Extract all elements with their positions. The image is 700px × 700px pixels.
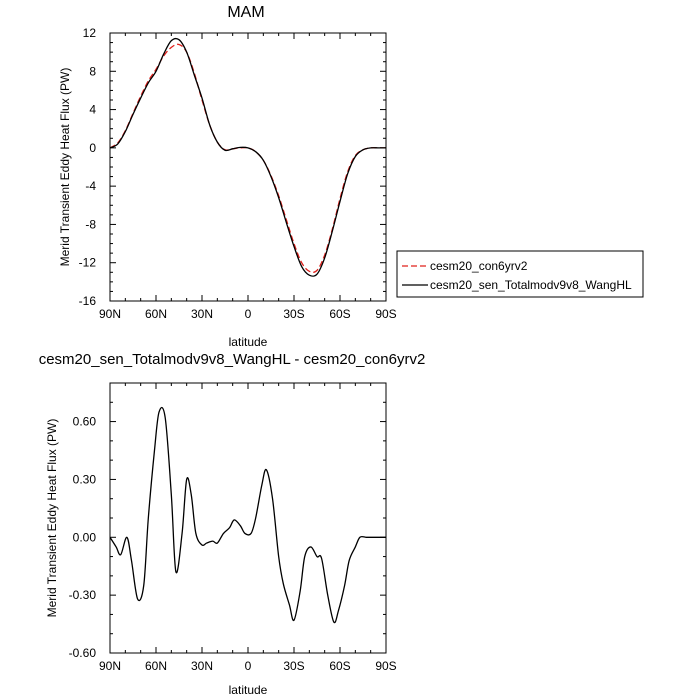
y-tick-label: 0.00 <box>73 530 97 544</box>
x-tick-label: 90S <box>375 307 396 321</box>
axes: 90N 60N 30N 0 30S 60S 90S 12 8 4 0 -4 -8 -12 -16 <box>79 26 397 321</box>
x-tick-label: 60S <box>329 659 350 673</box>
top-panel: MAM 90N 60N 30N 0 30S 60S 90S 12 8 4 0 -4 -8 -12 -16 l… <box>58 4 397 349</box>
x-tick-label: 60N <box>145 307 167 321</box>
series-line-0 <box>109 43 386 273</box>
bottom-panel: cesm20_sen_Totalmodv9v8_WangHL - cesm20_… <box>39 351 426 697</box>
y-tick-label: -4 <box>85 179 96 193</box>
chart-title: cesm20_sen_Totalmodv9v8_WangHL - cesm20_… <box>39 351 426 368</box>
legend-label-con: cesm20_con6yrv2 <box>430 259 528 273</box>
y-tick-label: -16 <box>79 294 97 308</box>
x-tick-label: 60N <box>145 659 167 673</box>
y-tick-label: 4 <box>89 103 96 117</box>
plot-frame <box>109 382 387 654</box>
y-tick-label: -0.60 <box>69 646 97 660</box>
series-line-1 <box>109 37 386 277</box>
x-tick-label: 90S <box>375 659 396 673</box>
x-tick-label: 30N <box>191 659 213 673</box>
y-tick-label: 0.30 <box>73 472 97 486</box>
x-tick-label: 30S <box>283 659 304 673</box>
y-axis-label: Merid Transient Eddy Heat Flux (PW) <box>45 419 59 618</box>
y-tick-label: 8 <box>89 64 96 78</box>
plot-series <box>109 37 386 277</box>
x-tick-label: 0 <box>245 659 252 673</box>
x-tick-label: 0 <box>245 307 252 321</box>
plot-series <box>109 406 386 624</box>
x-tick-label: 30S <box>283 307 304 321</box>
y-tick-label: 0.60 <box>73 415 97 429</box>
legend-label-sen: cesm20_sen_Totalmodv9v8_WangHL <box>430 278 632 292</box>
series-line-0 <box>109 406 386 624</box>
y-tick-label: 12 <box>83 26 97 40</box>
legend: cesm20_con6yrv2 cesm20_sen_Totalmodv9v8_… <box>396 250 644 298</box>
x-tick-label: 90N <box>99 659 121 673</box>
plot-frame <box>109 32 387 302</box>
x-axis-label: latitude <box>229 335 268 349</box>
y-tick-label: 0 <box>89 141 96 155</box>
x-tick-label: 90N <box>99 307 121 321</box>
legend-box <box>396 250 644 298</box>
x-axis-label: latitude <box>229 683 268 697</box>
y-tick-label: -12 <box>79 256 97 270</box>
axes: 90N 60N 30N 0 30S 60S 90S 0.60 0.30 0.00 -0.30 -0.6… <box>69 382 397 673</box>
chart-title: MAM <box>227 4 264 21</box>
y-tick-label: -8 <box>85 217 96 231</box>
y-axis-label: Merid Transient Eddy Heat Flux (PW) <box>58 68 72 267</box>
x-tick-label: 30N <box>191 307 213 321</box>
y-tick-label: -0.30 <box>69 588 97 602</box>
x-tick-label: 60S <box>329 307 350 321</box>
